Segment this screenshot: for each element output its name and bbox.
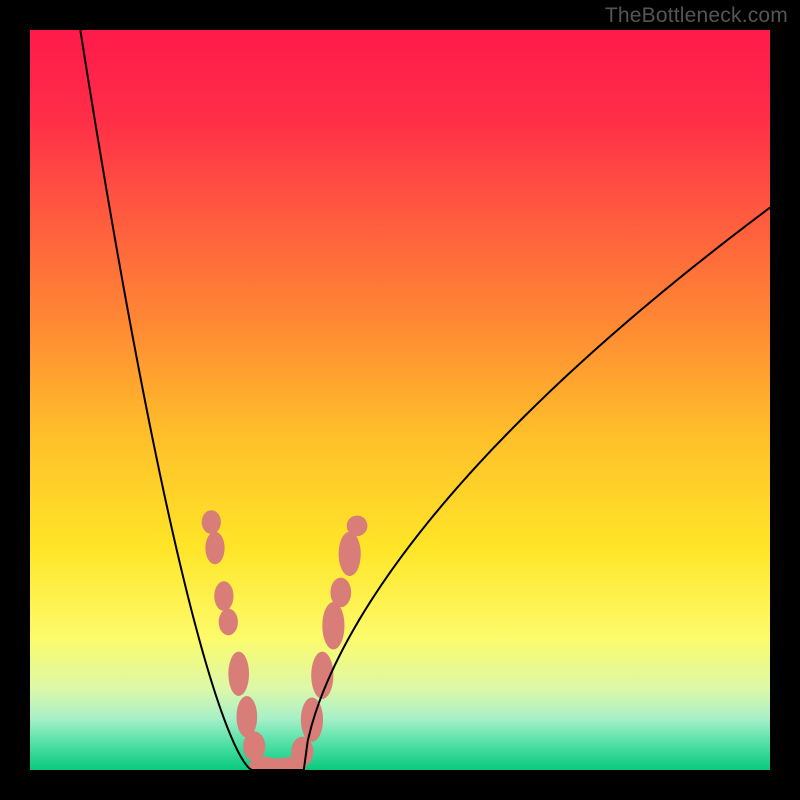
marker-left-5: [236, 696, 257, 737]
gradient-background: [30, 30, 770, 770]
marker-left-1: [205, 532, 224, 565]
marker-left-4: [228, 652, 249, 696]
marker-left-2: [214, 581, 233, 611]
marker-left-6: [243, 732, 265, 762]
watermark-text: TheBottleneck.com: [605, 4, 788, 28]
marker-right-5: [339, 532, 361, 576]
marker-right-1: [301, 697, 323, 741]
marker-right-4: [330, 578, 351, 608]
chart-container: TheBottleneck.com: [0, 0, 800, 800]
marker-left-0: [202, 510, 221, 534]
marker-right-3: [322, 602, 344, 649]
marker-left-3: [219, 609, 238, 636]
bottleneck-curve-chart: [0, 0, 800, 800]
marker-right-6: [347, 515, 368, 536]
